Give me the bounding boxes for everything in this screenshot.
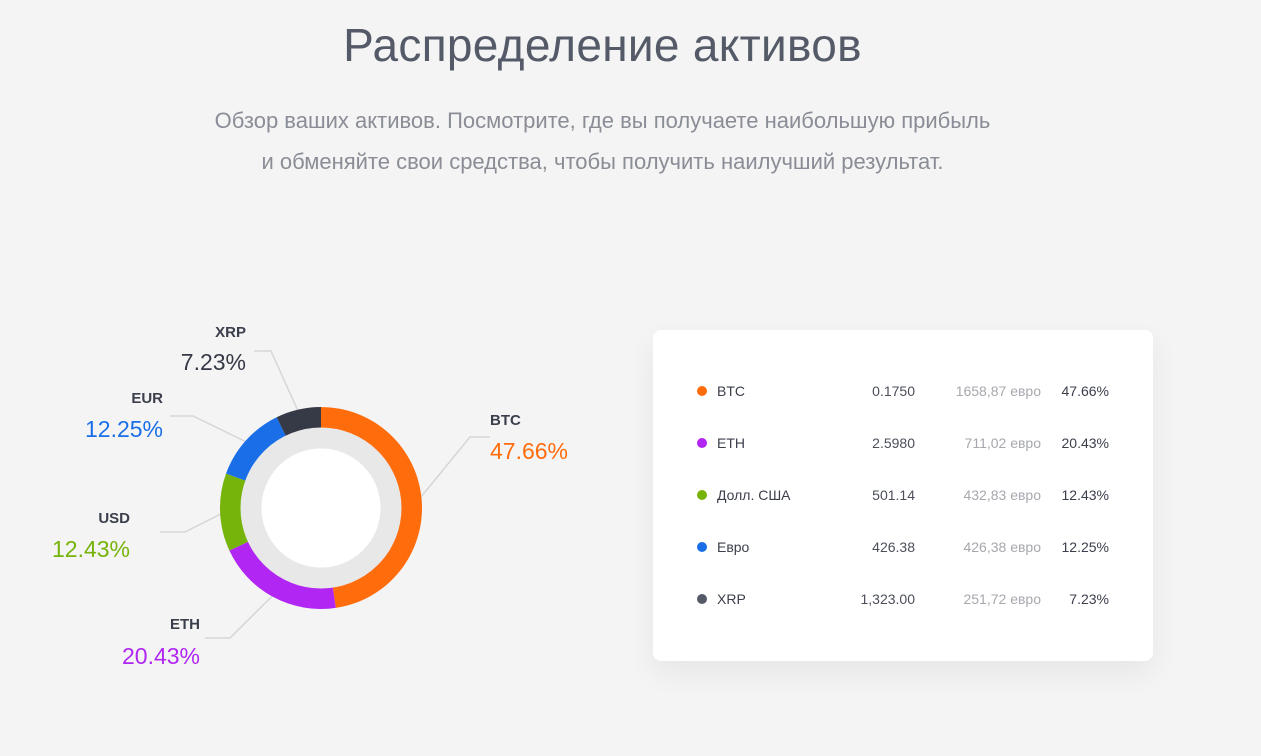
donut-slice-xrp [276,407,321,437]
donut-inner-track [240,427,402,589]
asset-quantity: 2.5980 [872,435,915,451]
donut-center [261,448,381,568]
leader-line-usd [160,511,225,533]
page-title: Распределение активов [343,19,862,71]
asset-name: ETH [717,435,745,451]
asset-percent: 20.43% [1061,435,1109,451]
table-row: Долл. США 501.14 432,83 евро 12.43% [653,483,1153,507]
leader-line-xrp [254,350,300,414]
color-dot [697,386,707,396]
donut-slice-usd [220,473,249,551]
table-row: Евро 426.38 426,38 евро 12.25% [653,535,1153,559]
table-row: BTC 0.1750 1658,87 евро 47.66% [653,379,1153,403]
leader-line-btc [417,436,490,502]
asset-percent: 47.66% [1061,383,1109,399]
color-dot [697,594,707,604]
asset-name: XRP [717,591,746,607]
table-row: ETH 2.5980 711,02 евро 20.43% [653,431,1153,455]
asset-percent: 7.23% [1069,591,1109,607]
asset-percent: 12.25% [1061,539,1109,555]
callout-name-xrp: XRP [215,324,246,341]
asset-value: 251,72 евро [963,591,1041,607]
donut-slice-eth [229,541,336,609]
callout-pct-eur: 12.25% [84,416,163,442]
callout-name-btc: BTC [490,412,521,429]
callout-pct-eth: 20.43% [121,643,200,669]
asset-value: 1658,87 евро [955,383,1041,399]
donut-slice-eur [226,417,286,481]
color-dot [697,438,707,448]
holdings-card: BTC 0.1750 1658,87 евро 47.66% ETH 2.598… [653,330,1153,661]
asset-value: 426,38 евро [963,539,1041,555]
table-row: XRP 1,323.00 251,72 евро 7.23% [653,587,1153,611]
asset-value: 711,02 евро [964,435,1041,451]
asset-percent: 12.43% [1061,487,1109,503]
subtitle-line-1: Обзор ваших активов. Посмотрите, где вы … [214,108,991,133]
donut-slice-btc [321,407,422,608]
callout-pct-xrp: 7.23% [180,349,246,375]
asset-quantity: 1,323.00 [860,591,916,607]
page-subtitle: Обзор ваших активов. Посмотрите, где вы … [0,100,1205,182]
callout-name-eur: EUR [131,390,163,407]
asset-name: BTC [717,383,745,399]
asset-quantity: 501.14 [872,487,915,503]
leader-lines [160,350,490,639]
callout-pct-btc: 47.66% [490,438,569,464]
color-dot [697,542,707,552]
asset-quantity: 0.1750 [872,383,915,399]
callout-name-eth: ETH [170,616,200,633]
asset-name: Евро [717,539,750,555]
asset-value: 432,83 евро [963,487,1041,503]
callout-pct-usd: 12.43% [51,536,130,562]
leader-line-eur [170,415,250,444]
subtitle-line-2: и обменяйте свои средства, чтобы получит… [261,149,944,174]
callout-name-usd: USD [98,510,130,527]
color-dot [697,490,707,500]
leader-line-eth [205,592,276,639]
asset-name: Долл. США [717,487,791,503]
donut-slices [220,407,422,609]
asset-quantity: 426.38 [872,539,915,555]
asset-donut-chart [160,350,490,639]
